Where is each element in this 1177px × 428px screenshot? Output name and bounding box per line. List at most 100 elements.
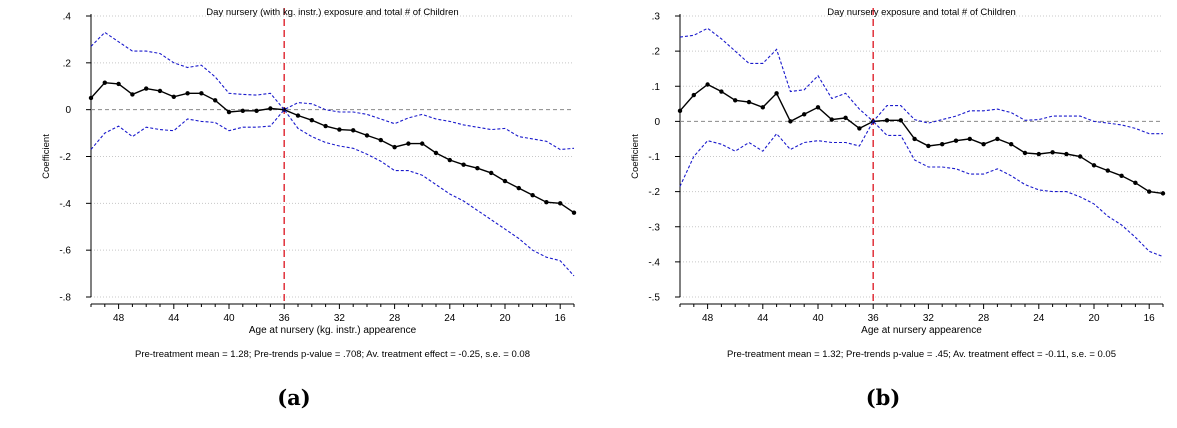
- coef-point: [677, 108, 683, 114]
- y-tick-label: -.2: [59, 152, 71, 163]
- y-tick-label: 0: [65, 105, 71, 116]
- coef-point: [102, 80, 108, 85]
- coef-point: [884, 118, 890, 123]
- coef-point: [378, 137, 383, 143]
- coef-point: [1022, 150, 1028, 156]
- coef-point: [746, 99, 752, 105]
- coef-point: [364, 133, 370, 138]
- coef-point: [815, 105, 821, 110]
- caption-a: (a): [277, 385, 311, 410]
- y-tick-label: .2: [652, 47, 661, 58]
- x-tick-label: 40: [223, 313, 235, 324]
- coef-point: [433, 150, 439, 156]
- y-tick-label: .3: [652, 12, 661, 23]
- coef-point: [843, 115, 848, 121]
- coef-point: [406, 141, 411, 146]
- coef-point: [1078, 154, 1083, 159]
- coef-point: [323, 123, 328, 129]
- coef-point: [461, 162, 466, 167]
- y-axis-label: Coefficient: [630, 134, 641, 179]
- coef-point: [1119, 173, 1124, 179]
- caption-b: (b): [865, 385, 901, 410]
- x-tick-label: 36: [279, 313, 291, 324]
- y-tick-label: .1: [652, 82, 661, 93]
- x-tick-label: 40: [812, 313, 824, 324]
- coef-point: [171, 94, 176, 99]
- summary-note: Pre-treatment mean = 1.28; Pre-trends p-…: [135, 349, 530, 360]
- coef-point: [309, 118, 314, 123]
- y-tick-label: -.6: [59, 246, 71, 257]
- coef-point: [392, 144, 397, 150]
- coef-point: [802, 112, 807, 117]
- coef-point: [898, 118, 903, 123]
- coef-point: [857, 126, 862, 131]
- x-tick-label: 20: [499, 313, 511, 324]
- coef-point: [254, 108, 259, 114]
- x-tick-label: 36: [868, 313, 880, 324]
- coef-point: [351, 128, 356, 133]
- coef-point: [1091, 163, 1097, 168]
- coef-point: [760, 105, 765, 110]
- ci-upper-line: [679, 27, 1163, 135]
- coef-point: [1147, 189, 1152, 194]
- chart-title: Day nursery exposure and total # of Chil…: [827, 7, 1016, 18]
- coef-point: [88, 95, 94, 101]
- coef-point: [144, 86, 149, 91]
- coef-point: [940, 142, 945, 147]
- coef-point: [558, 201, 563, 206]
- y-tick-label: .4: [63, 12, 72, 23]
- coef-point: [1009, 142, 1014, 147]
- coef-point: [447, 157, 452, 163]
- x-axis-label: Age at nursery appearence: [861, 325, 982, 336]
- x-tick-label: 48: [702, 313, 714, 324]
- coef-point: [981, 142, 986, 147]
- coef-point: [502, 178, 508, 184]
- coef-point: [226, 109, 232, 115]
- coef-point: [705, 82, 710, 87]
- coef-point: [788, 119, 793, 124]
- y-tick-label: -.1: [648, 152, 660, 163]
- x-tick-label: 44: [168, 313, 180, 324]
- coef-point: [912, 136, 917, 142]
- x-tick-label: 28: [389, 313, 401, 324]
- coef-point: [774, 91, 779, 96]
- coef-point: [240, 108, 245, 114]
- y-tick-label: -.5: [648, 293, 660, 304]
- coef-point: [995, 136, 1000, 142]
- y-tick-label: -.4: [648, 257, 660, 268]
- summary-note: Pre-treatment mean = 1.32; Pre-trends p-…: [727, 349, 1116, 360]
- coef-point: [1050, 150, 1055, 155]
- y-tick-label: 0: [654, 117, 660, 128]
- coef-point: [1105, 168, 1110, 173]
- y-tick-label: -.2: [648, 187, 660, 198]
- y-tick-label: -.4: [59, 199, 71, 210]
- coef-point: [157, 88, 163, 94]
- coef-series-line: [90, 81, 575, 214]
- y-tick-label: .2: [63, 58, 72, 69]
- coef-point: [213, 98, 218, 103]
- chart-title: Day nursery (with kg. instr.) exposure a…: [206, 7, 458, 18]
- chart-a-svg: .4 .2 0 -.2 -.4 -.6 -.8 48 44 40 36 32 28 24 20 16 Day n…: [41, 7, 577, 360]
- x-tick-label: 24: [444, 313, 456, 324]
- coef-series-line: [679, 83, 1164, 195]
- coef-point: [489, 170, 494, 176]
- coef-point: [420, 141, 425, 146]
- y-tick-label: -.3: [648, 222, 660, 233]
- coef-point: [967, 136, 972, 142]
- coef-point: [295, 113, 301, 118]
- chart-b-svg: .3 .2 .1 0 -.1 -.2 -.3 -.4 -.5 48 44 40 36 32 28 24 20 16…: [630, 7, 1166, 360]
- y-tick-label: -.8: [59, 293, 71, 304]
- coef-point: [926, 143, 931, 149]
- coef-point: [199, 91, 204, 96]
- coef-point: [1160, 191, 1166, 196]
- x-tick-label: 28: [978, 313, 990, 324]
- coef-point: [953, 138, 959, 143]
- chart-panel-a: .4 .2 0 -.2 -.4 -.6 -.8 48 44 40 36 32 28 24 20 16 Day n…: [0, 0, 588, 428]
- x-tick-label: 32: [334, 313, 346, 324]
- coef-point: [475, 166, 480, 171]
- x-tick-label: 44: [757, 313, 769, 324]
- coef-point: [719, 89, 724, 94]
- coef-point: [733, 98, 738, 103]
- y-axis-label: Coefficient: [41, 134, 52, 179]
- x-tick-label: 48: [113, 313, 125, 324]
